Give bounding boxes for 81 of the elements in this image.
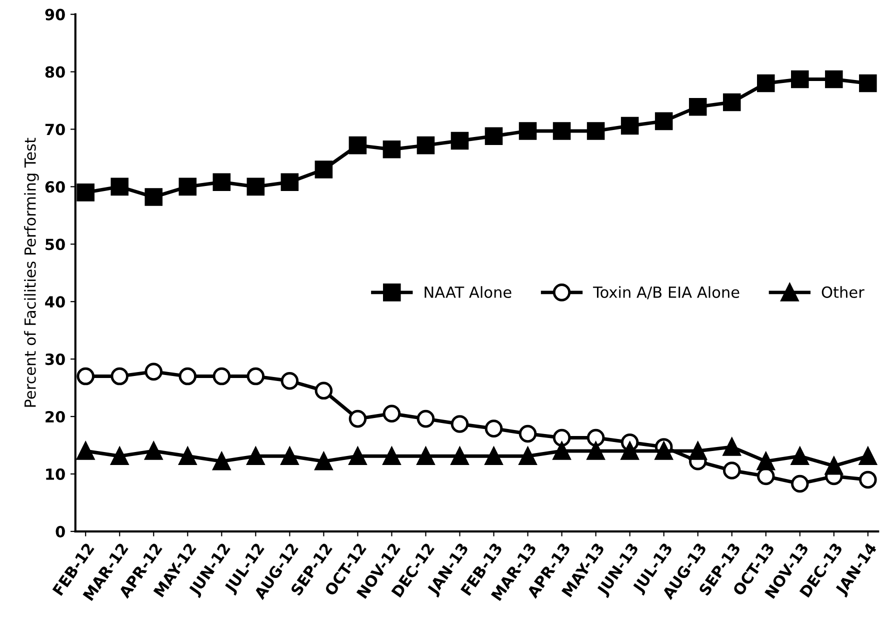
point: [654, 112, 673, 130]
y-tick-label: 80: [45, 66, 65, 78]
point: [110, 178, 128, 196]
point: [416, 447, 435, 466]
point: [246, 447, 265, 466]
point: [586, 428, 605, 447]
y-axis-title: Percent of Facilities Performing Test: [24, 138, 39, 407]
point: [518, 122, 537, 140]
point: [688, 98, 707, 116]
point: [586, 122, 605, 140]
point: [620, 442, 639, 460]
point: [178, 447, 197, 466]
point: [791, 447, 809, 466]
legend-label: NAAT Alone: [424, 286, 512, 298]
point: [859, 470, 877, 489]
point: [110, 367, 128, 386]
point: [76, 442, 94, 460]
point: [722, 93, 741, 112]
y-tick-label: 70: [45, 124, 65, 136]
y-tick-label: 0: [56, 526, 65, 538]
point: [280, 173, 299, 191]
point: [212, 452, 231, 470]
point: [552, 442, 571, 460]
point: [280, 447, 299, 466]
y-tick-label: 30: [45, 354, 65, 366]
point: [348, 410, 367, 428]
point: [76, 367, 94, 386]
point: [280, 372, 299, 390]
legend-label: Other: [822, 286, 864, 298]
point: [484, 127, 503, 146]
point: [348, 447, 367, 466]
point: [722, 462, 741, 480]
point: [484, 420, 503, 438]
point: [450, 447, 469, 466]
point: [110, 447, 128, 466]
point: [552, 428, 571, 447]
point: [416, 136, 435, 154]
point: [620, 116, 639, 135]
point: [246, 178, 265, 196]
point: [144, 442, 163, 460]
point: [791, 70, 809, 88]
point: [178, 367, 197, 386]
point: [314, 382, 333, 400]
point: [382, 447, 401, 466]
point: [518, 447, 537, 466]
legend-label: Toxin A/B EIA Alone: [593, 286, 740, 300]
point: [212, 173, 231, 191]
point: [688, 442, 707, 460]
y-tick-label: 50: [46, 238, 65, 250]
point: [314, 452, 333, 470]
point: [552, 122, 571, 140]
y-tick-label: 60: [45, 181, 65, 193]
point: [178, 178, 197, 196]
point: [859, 447, 877, 466]
point: [76, 184, 94, 202]
point: [859, 74, 877, 92]
point: [756, 452, 775, 470]
point: [654, 442, 673, 460]
point: [518, 424, 537, 443]
point: [586, 442, 605, 460]
point: [314, 160, 333, 178]
point: [382, 140, 401, 158]
y-tick-label: 10: [46, 468, 65, 480]
point: [212, 367, 231, 386]
point: [722, 438, 741, 456]
point: [450, 132, 469, 150]
y-tick-label: 90: [45, 8, 65, 20]
point: [791, 474, 809, 493]
point: [484, 447, 503, 466]
point: [144, 362, 163, 381]
y-tick-label: 20: [46, 410, 65, 423]
point: [144, 188, 163, 206]
point: [825, 457, 843, 475]
point: [416, 410, 435, 428]
point: [756, 74, 775, 92]
point: [825, 70, 843, 88]
y-tick-label: 40: [45, 296, 65, 308]
point: [382, 404, 401, 423]
point: [246, 367, 265, 386]
point: [450, 415, 469, 433]
point: [348, 136, 367, 154]
